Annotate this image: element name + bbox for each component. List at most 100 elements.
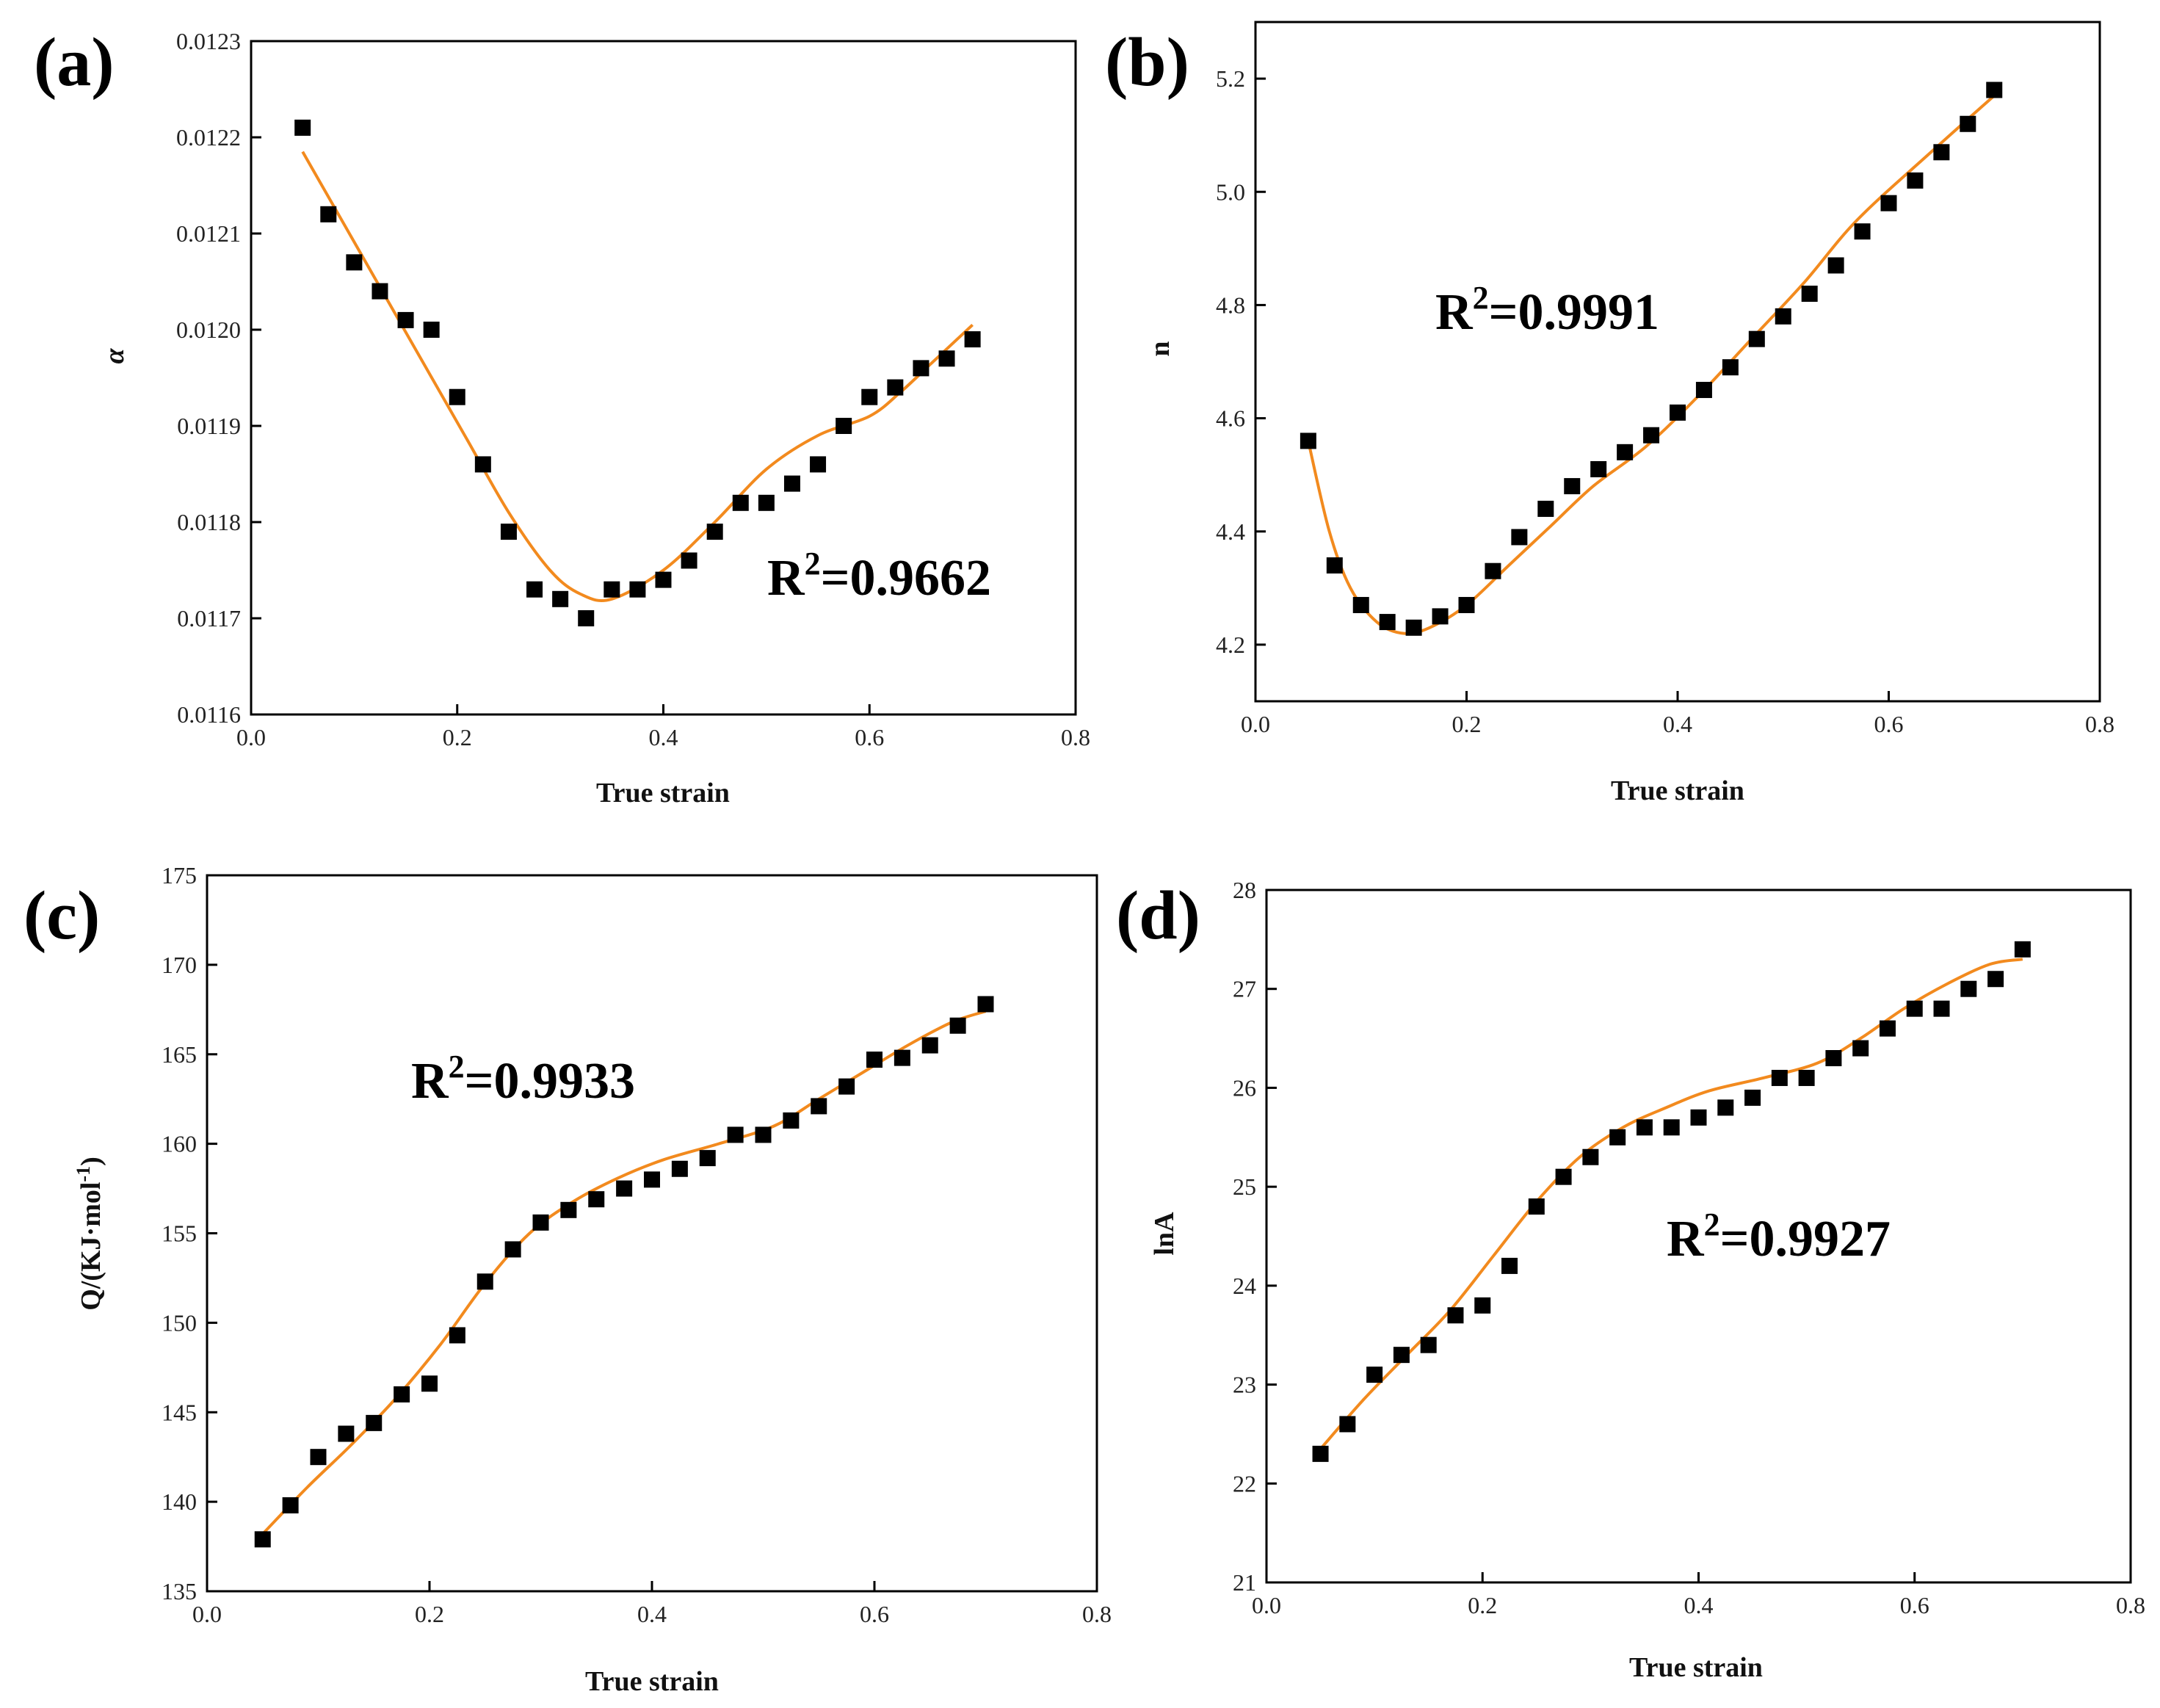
- data-point-c-13: [616, 1180, 633, 1197]
- r2-value-c: =0.9933: [465, 1053, 635, 1110]
- r2-value-d: =0.9927: [1720, 1211, 1891, 1267]
- data-point-d-19: [1825, 1050, 1842, 1067]
- data-point-d-14: [1690, 1109, 1707, 1126]
- data-point-b-1: [1326, 557, 1343, 573]
- panel-b: (b) 0.0 0.2 0.4 0.6 0.8 4.2 4.4 4.6 4.8 5.0 5.2 Tr…: [1105, 21, 2114, 806]
- data-point-d-1: [1339, 1416, 1356, 1433]
- data-point-b-0: [1300, 433, 1316, 449]
- panel-label-b: (b): [1105, 24, 1189, 101]
- y-tick-label-b-0: 4.2: [1216, 632, 1245, 658]
- data-point-c-17: [727, 1126, 744, 1143]
- x-tick-label-d-1: 0.2: [1468, 1592, 1497, 1618]
- y-axis-label-c-end: ): [76, 1157, 106, 1166]
- data-point-c-9: [504, 1241, 521, 1258]
- x-tick-label-c-1: 0.2: [415, 1601, 444, 1627]
- data-point-d-8: [1528, 1198, 1545, 1215]
- x-tick-label-c-4: 0.8: [1082, 1601, 1112, 1627]
- data-point-d-16: [1744, 1089, 1761, 1106]
- data-point-b-22: [1880, 195, 1897, 211]
- data-point-d-26: [2014, 941, 2031, 958]
- data-point-c-26: [977, 996, 994, 1013]
- data-point-c-8: [476, 1273, 493, 1290]
- plot-frame-a: [250, 40, 1077, 716]
- data-point-b-24: [1933, 144, 1950, 161]
- data-point-c-21: [838, 1078, 855, 1095]
- data-point-a-23: [887, 379, 904, 396]
- data-points-c: [254, 996, 994, 1548]
- data-point-d-22: [1906, 1000, 1923, 1017]
- x-tick-label-a-2: 0.4: [649, 724, 678, 750]
- data-point-c-1: [282, 1497, 299, 1513]
- data-point-b-13: [1643, 427, 1660, 444]
- data-point-d-21: [1879, 1020, 1896, 1037]
- data-point-a-22: [861, 388, 878, 405]
- y-tick-label-a-0: 0.0116: [177, 701, 241, 728]
- data-point-c-2: [310, 1449, 327, 1466]
- data-point-c-15: [671, 1160, 688, 1177]
- x-tick-label-a-3: 0.6: [855, 724, 884, 750]
- data-point-a-25: [938, 350, 955, 367]
- data-point-b-25: [1960, 115, 1976, 132]
- data-point-c-5: [394, 1386, 410, 1403]
- data-point-b-23: [1907, 172, 1924, 189]
- data-point-d-12: [1636, 1119, 1653, 1136]
- data-point-c-14: [644, 1171, 660, 1188]
- y-tick-label-d-5: 26: [1233, 1074, 1256, 1101]
- data-point-a-26: [964, 331, 981, 348]
- data-points-a: [294, 119, 981, 626]
- y-tick-label-a-5: 0.0121: [176, 220, 241, 247]
- data-point-b-4: [1405, 619, 1422, 636]
- data-point-a-1: [320, 206, 337, 222]
- y-tick-label-d-2: 23: [1233, 1372, 1256, 1398]
- r2-main-b: R: [1435, 284, 1474, 341]
- data-point-b-2: [1352, 596, 1369, 613]
- data-point-a-15: [681, 552, 697, 569]
- y-tick-label-c-5: 160: [162, 1131, 197, 1157]
- data-point-b-17: [1748, 330, 1765, 347]
- fit-curve-a: [301, 151, 974, 602]
- x-tick-label-d-4: 0.8: [2116, 1592, 2145, 1618]
- data-point-a-21: [836, 418, 852, 434]
- data-point-c-0: [254, 1531, 271, 1548]
- data-point-c-3: [338, 1425, 355, 1442]
- data-point-b-12: [1617, 444, 1634, 460]
- r2-main-c: R: [411, 1053, 449, 1110]
- fit-line-a: [301, 151, 974, 602]
- y-tick-label-a-6: 0.0122: [176, 124, 241, 151]
- data-point-c-23: [894, 1049, 910, 1066]
- data-point-a-12: [604, 581, 620, 598]
- axis-ticks-a: 0.0 0.2 0.4 0.6 0.8 0.0116 0.0117 0.0118 0.0119 0…: [176, 28, 1090, 750]
- data-point-b-10: [1564, 478, 1581, 495]
- x-tick-label-a-1: 0.2: [443, 724, 472, 750]
- y-tick-label-b-1: 4.4: [1216, 518, 1245, 545]
- data-point-a-8: [500, 524, 517, 540]
- data-point-b-16: [1722, 359, 1739, 376]
- data-point-b-9: [1537, 500, 1554, 517]
- data-point-b-3: [1379, 614, 1396, 631]
- data-point-c-11: [560, 1201, 577, 1218]
- fit-curve-b: [1306, 94, 1996, 635]
- data-point-d-23: [1933, 1000, 1950, 1017]
- data-point-b-6: [1458, 596, 1475, 613]
- data-points-d: [1312, 941, 2031, 1462]
- data-point-d-13: [1663, 1119, 1680, 1136]
- y-tick-label-d-4: 25: [1233, 1173, 1256, 1200]
- y-tick-label-a-7: 0.0123: [176, 28, 241, 54]
- x-tick-label-c-0: 0.0: [192, 1601, 222, 1627]
- data-point-d-0: [1312, 1445, 1329, 1462]
- data-point-c-4: [366, 1414, 383, 1431]
- x-tick-label-b-0: 0.0: [1241, 711, 1270, 737]
- y-tick-label-c-1: 140: [162, 1488, 197, 1515]
- r2-sup-a: 2: [805, 546, 821, 582]
- y-axis-label-c: Q/(KJ·mol-1): [73, 1157, 106, 1311]
- x-axis-label-c: True strain: [585, 1666, 719, 1697]
- x-axis-label-d: True strain: [1629, 1652, 1763, 1683]
- data-point-d-17: [1771, 1069, 1788, 1086]
- data-point-c-16: [699, 1150, 716, 1167]
- data-point-b-7: [1485, 562, 1501, 579]
- x-tick-label-b-1: 0.2: [1452, 711, 1482, 737]
- data-point-c-18: [755, 1126, 772, 1143]
- r2-sup-d: 2: [1704, 1206, 1720, 1242]
- x-tick-label-a-4: 0.8: [1061, 724, 1090, 750]
- y-tick-label-b-2: 4.6: [1216, 405, 1245, 432]
